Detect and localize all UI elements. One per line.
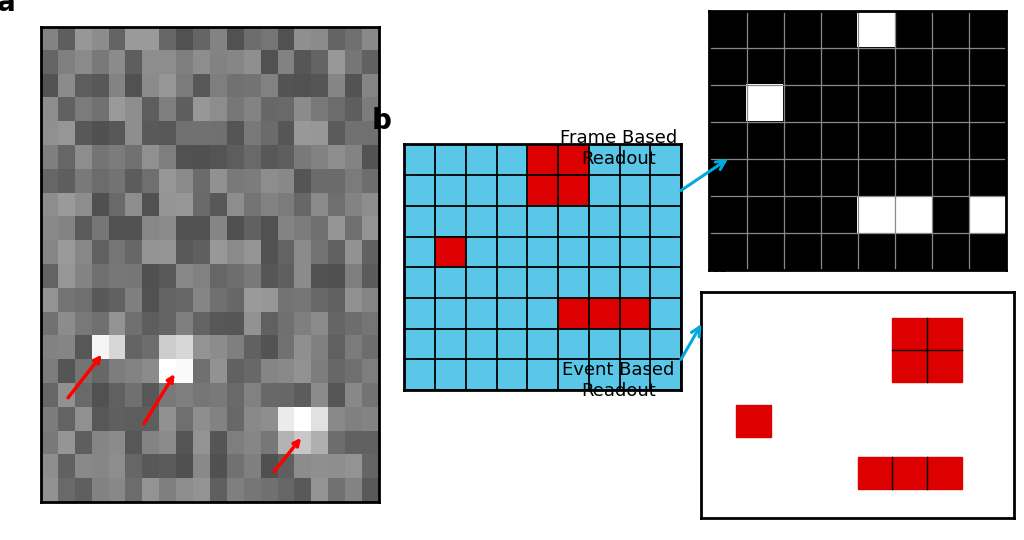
Text: Frame Based
Readout: Frame Based Readout [560, 129, 677, 168]
Text: Event Based
Readout: Event Based Readout [562, 361, 675, 400]
Bar [858, 457, 962, 489]
Text: a: a [0, 0, 15, 17]
Bar [892, 318, 962, 382]
Text: b: b [372, 106, 391, 134]
Bar [736, 405, 771, 437]
Text: d: d [708, 250, 728, 278]
